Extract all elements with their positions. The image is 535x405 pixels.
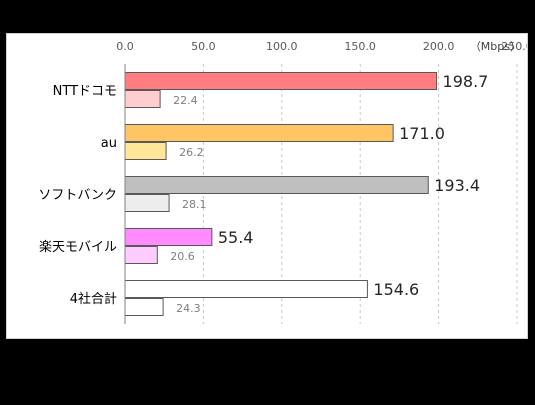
category-label: NTTドコモ xyxy=(53,84,117,99)
value-label-upload: 22.4 xyxy=(173,94,198,107)
bar-upload xyxy=(124,142,167,160)
bar-upload xyxy=(124,90,161,108)
bar-upload xyxy=(124,246,158,264)
x-tick-label: 250.0 xyxy=(501,40,527,53)
bar-total xyxy=(124,72,438,90)
value-label-upload: 20.6 xyxy=(170,250,195,263)
bar-total xyxy=(124,280,368,298)
bar-chart: 0.0 50.0 100.0 150.0 200.0 250.0 （Mbps） 198.7… xyxy=(38,40,527,324)
bar-upload xyxy=(124,194,170,212)
value-label-total: 193.4 xyxy=(434,176,480,195)
bar-total xyxy=(124,124,394,142)
bar-total xyxy=(124,228,213,246)
value-label-upload: 28.1 xyxy=(182,198,207,211)
value-label-total: 198.7 xyxy=(443,72,489,91)
x-tick-label: 0.0 xyxy=(116,40,134,53)
x-tick-label: 100.0 xyxy=(266,40,298,53)
category-label: ソフトバンク xyxy=(38,188,117,203)
category-label: au xyxy=(101,136,117,151)
chart-panel: 0.0 50.0 100.0 150.0 200.0 250.0 （Mbps） 198.7… xyxy=(6,33,528,339)
bar-total xyxy=(124,176,429,194)
category-label: 4社合計 xyxy=(70,291,117,307)
value-label-upload: 26.2 xyxy=(179,146,204,159)
value-label-upload: 24.3 xyxy=(176,302,201,315)
bar-upload xyxy=(124,298,164,316)
value-label-total: 171.0 xyxy=(399,124,445,143)
x-tick-label: 200.0 xyxy=(423,40,455,53)
value-label-total: 55.4 xyxy=(218,228,254,247)
unit-label: （Mbps） xyxy=(470,40,521,53)
value-label-total: 154.6 xyxy=(373,280,419,299)
category-label: 楽天モバイル xyxy=(39,239,117,255)
x-tick-label: 150.0 xyxy=(344,40,376,53)
x-tick-label: 50.0 xyxy=(191,40,216,53)
